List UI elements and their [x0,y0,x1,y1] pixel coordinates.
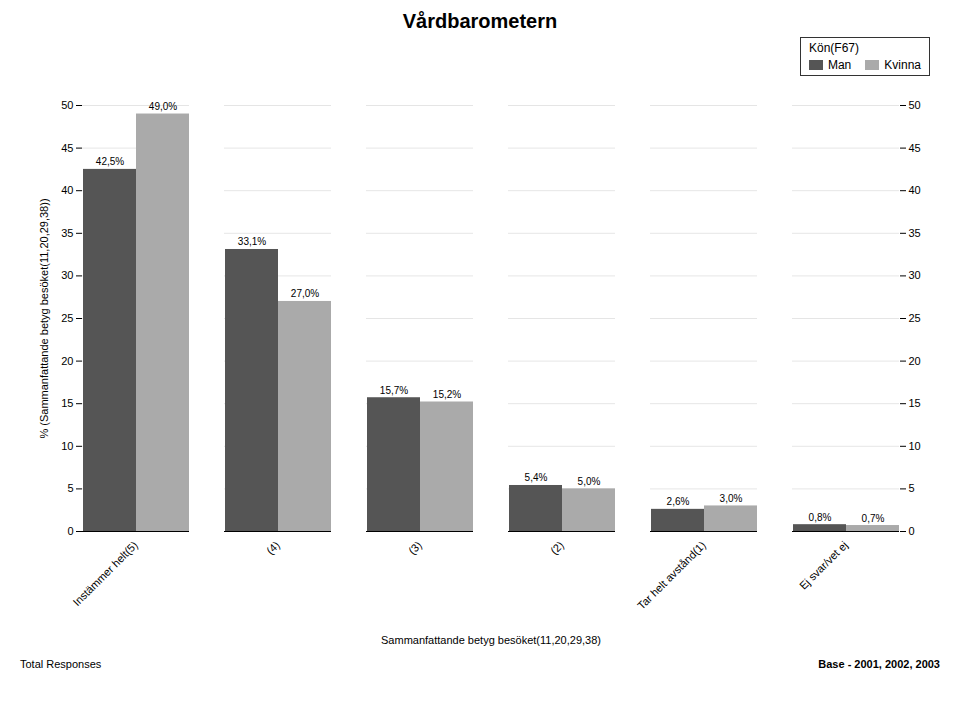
html-text:Kvinna: Kvinna [884,58,921,72]
svg-text:15: 15 [61,397,73,409]
svg-text:10: 10 [61,440,73,452]
html-text:Man: Man [828,58,852,72]
svg-text:15,7%: 15,7% [380,385,408,396]
svg-text:15: 15 [909,397,921,409]
svg-text:30: 30 [909,269,921,281]
svg-text:50: 50 [61,99,73,111]
svg-text:35: 35 [909,227,921,239]
svg-text:33,1%: 33,1% [238,236,266,247]
svg-text:25: 25 [61,312,73,324]
svg-text:40: 40 [909,184,921,196]
svg-text:0,7%: 0,7% [862,513,885,524]
svg-text:Sammanfattande betyg besöket(1: Sammanfattande betyg besöket(11,20,29,38… [381,634,601,646]
svg-text:(2): (2) [548,539,566,557]
svg-text:5,4%: 5,4% [525,472,548,483]
html-text:Base - 2001, 2002, 2003: Base - 2001, 2002, 2003 [818,658,940,670]
svg-text:45: 45 [61,142,73,154]
svg-text:5: 5 [67,482,73,494]
svg-text:25: 25 [909,312,921,324]
svg-text:30: 30 [61,269,73,281]
svg-text:0: 0 [909,525,915,537]
svg-text:20: 20 [909,355,921,367]
svg-text:15,2%: 15,2% [433,389,461,400]
svg-text:Ej svar/vet ej: Ej svar/vet ej [797,539,850,592]
svg-text:0,8%: 0,8% [809,512,832,523]
svg-text:45: 45 [909,142,921,154]
svg-text:(4): (4) [264,539,282,557]
svg-text:Tar helt avstånd(1): Tar helt avstånd(1) [635,539,708,612]
html-text:Vårdbarometern: Vårdbarometern [402,10,558,32]
svg-text:% (Sammanfattande betyg besöke: % (Sammanfattande betyg besöket(11,20,29… [38,198,50,438]
svg-text:27,0%: 27,0% [291,288,319,299]
svg-text:35: 35 [61,227,73,239]
svg-text:2,6%: 2,6% [667,496,690,507]
svg-text:42,5%: 42,5% [96,156,124,167]
svg-text:5,0%: 5,0% [578,476,601,487]
svg-text:(3): (3) [406,539,424,557]
svg-text:10: 10 [909,440,921,452]
svg-text:49,0%: 49,0% [149,101,177,112]
svg-text:3,0%: 3,0% [720,493,743,504]
svg-text:40: 40 [61,184,73,196]
svg-text:5: 5 [909,482,915,494]
html-text:Kön(F67): Kön(F67) [809,41,859,55]
svg-text:0: 0 [67,525,73,537]
svg-text:20: 20 [61,355,73,367]
svg-text:Instämmer helt(5): Instämmer helt(5) [70,539,139,608]
svg-text:50: 50 [909,99,921,111]
html-text:Total Responses: Total Responses [20,658,102,670]
